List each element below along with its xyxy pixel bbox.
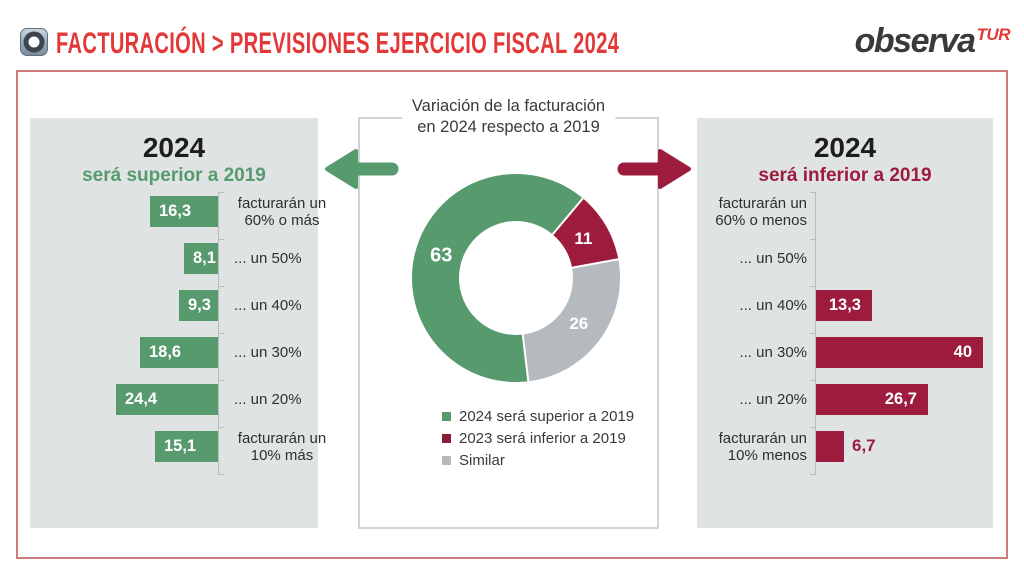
axis-tick <box>219 333 224 334</box>
bar: 9,3 <box>179 290 218 321</box>
bar-value-label: 26,7 <box>884 390 917 408</box>
bar: 8,1 <box>184 243 218 274</box>
arrow-left-icon <box>325 149 399 189</box>
category-label: ... un 40% <box>234 297 302 314</box>
axis-line <box>815 192 816 475</box>
axis-tick <box>810 380 815 381</box>
right-panel-title: 2024 <box>813 132 877 163</box>
category-label: facturarán un 60% o más <box>237 194 327 229</box>
axis-tick <box>219 474 224 475</box>
axis-tick <box>810 474 815 475</box>
right-panel-subtitle: será inferior a 2019 <box>758 165 932 186</box>
axis-tick <box>219 239 224 240</box>
axis-line <box>218 192 219 475</box>
axis-tick <box>219 192 224 193</box>
axis-tick <box>810 239 815 240</box>
brand-logo: observa TUR <box>854 22 1011 61</box>
page-title: FACTURACIÓN > PREVISIONES EJERCICIO FISC… <box>56 27 620 60</box>
bar: 24,4 <box>116 384 218 415</box>
bar-value-label: 24,4 <box>125 390 158 408</box>
brand-logo-observa: observa <box>854 22 976 60</box>
bar <box>816 431 844 462</box>
slice-value-label: 11 <box>574 228 593 248</box>
axis-tick <box>219 286 224 287</box>
category-label: ... un 50% <box>234 250 302 267</box>
slice-value-label: 63 <box>430 244 453 267</box>
legend-item: 2024 será superior a 2019 <box>442 405 634 427</box>
axis-tick <box>810 333 815 334</box>
bar: 40 <box>816 337 983 368</box>
bar-value-label: 15,1 <box>164 437 197 455</box>
arrow-right-icon <box>617 149 691 189</box>
bar-value-label: 18,6 <box>149 343 182 361</box>
brand-logo-tur: TUR <box>976 25 1011 44</box>
axis-tick <box>810 192 815 193</box>
category-label: ... un 30% <box>739 344 807 361</box>
donut-title-line1: Variación de la facturación <box>411 97 606 115</box>
category-label: facturarán un 10% menos <box>718 429 807 464</box>
left-panel-subtitle: será superior a 2019 <box>82 165 266 186</box>
legend-label: 2023 será inferior a 2019 <box>459 429 626 447</box>
donut-chart: 11 26 63 <box>412 174 620 382</box>
panel-superior-2019: 2024 será superior a 2019 facturarán un 6… <box>30 118 326 528</box>
bar-value-label: 9,3 <box>188 296 211 314</box>
bar: 18,6 <box>140 337 218 368</box>
category-label: facturarán un 60% o menos <box>715 194 807 229</box>
bar: 15,1 <box>155 431 218 462</box>
bar-value-label: 6,7 <box>852 436 876 455</box>
legend-label: Similar <box>459 451 505 469</box>
category-label: ... un 20% <box>739 391 807 408</box>
bar-value-label: 16,3 <box>159 202 192 220</box>
category-label: ... un 50% <box>739 250 807 267</box>
left-panel-title: 2024 <box>142 132 206 163</box>
webcam-icon <box>20 28 48 56</box>
legend-item: Similar <box>442 449 634 471</box>
legend-swatch <box>442 411 451 421</box>
left-bar-chart: facturarán un 60% o más 16,3 ... un 50% 8,1.… <box>30 118 326 528</box>
category-label: facturarán un 10% más <box>237 429 327 464</box>
bar-value-label: 8,1 <box>193 249 216 267</box>
panel-inferior-2019: 2024 será inferior a 2019 facturarán un 6… <box>697 118 993 528</box>
donut-panel-title: Variación de la facturación en 2024 resp… <box>401 96 616 138</box>
axis-tick <box>810 427 815 428</box>
bar: 13,3 <box>816 290 872 321</box>
category-label: ... un 30% <box>234 344 302 361</box>
bar: 16,3 <box>150 196 218 227</box>
bar: 26,7 <box>816 384 928 415</box>
legend-label: 2024 será superior a 2019 <box>459 407 635 425</box>
donut-title-line2: en 2024 respecto a 2019 <box>417 118 600 136</box>
bar-value-label: 40 <box>953 343 972 361</box>
slice-separator <box>515 277 530 382</box>
category-label: ... un 20% <box>234 391 302 408</box>
webcam-icon-dot <box>28 36 40 48</box>
right-bar-chart: facturarán un 60% o menos ... un 50% ... un… <box>697 118 993 528</box>
axis-tick <box>810 286 815 287</box>
legend-swatch <box>442 455 451 465</box>
legend-swatch <box>442 433 451 443</box>
slice-separator <box>515 258 619 279</box>
category-label: ... un 40% <box>739 297 807 314</box>
legend-item: 2023 será inferior a 2019 <box>442 427 634 449</box>
donut-legend: 2024 será superior a 2019 2023 será infer… <box>442 405 634 471</box>
axis-tick <box>219 380 224 381</box>
donut-panel: Variación de la facturación en 2024 resp… <box>358 96 659 529</box>
axis-tick <box>219 427 224 428</box>
slice-value-label: 26 <box>569 314 589 334</box>
bar-value-label: 13,3 <box>828 296 861 314</box>
